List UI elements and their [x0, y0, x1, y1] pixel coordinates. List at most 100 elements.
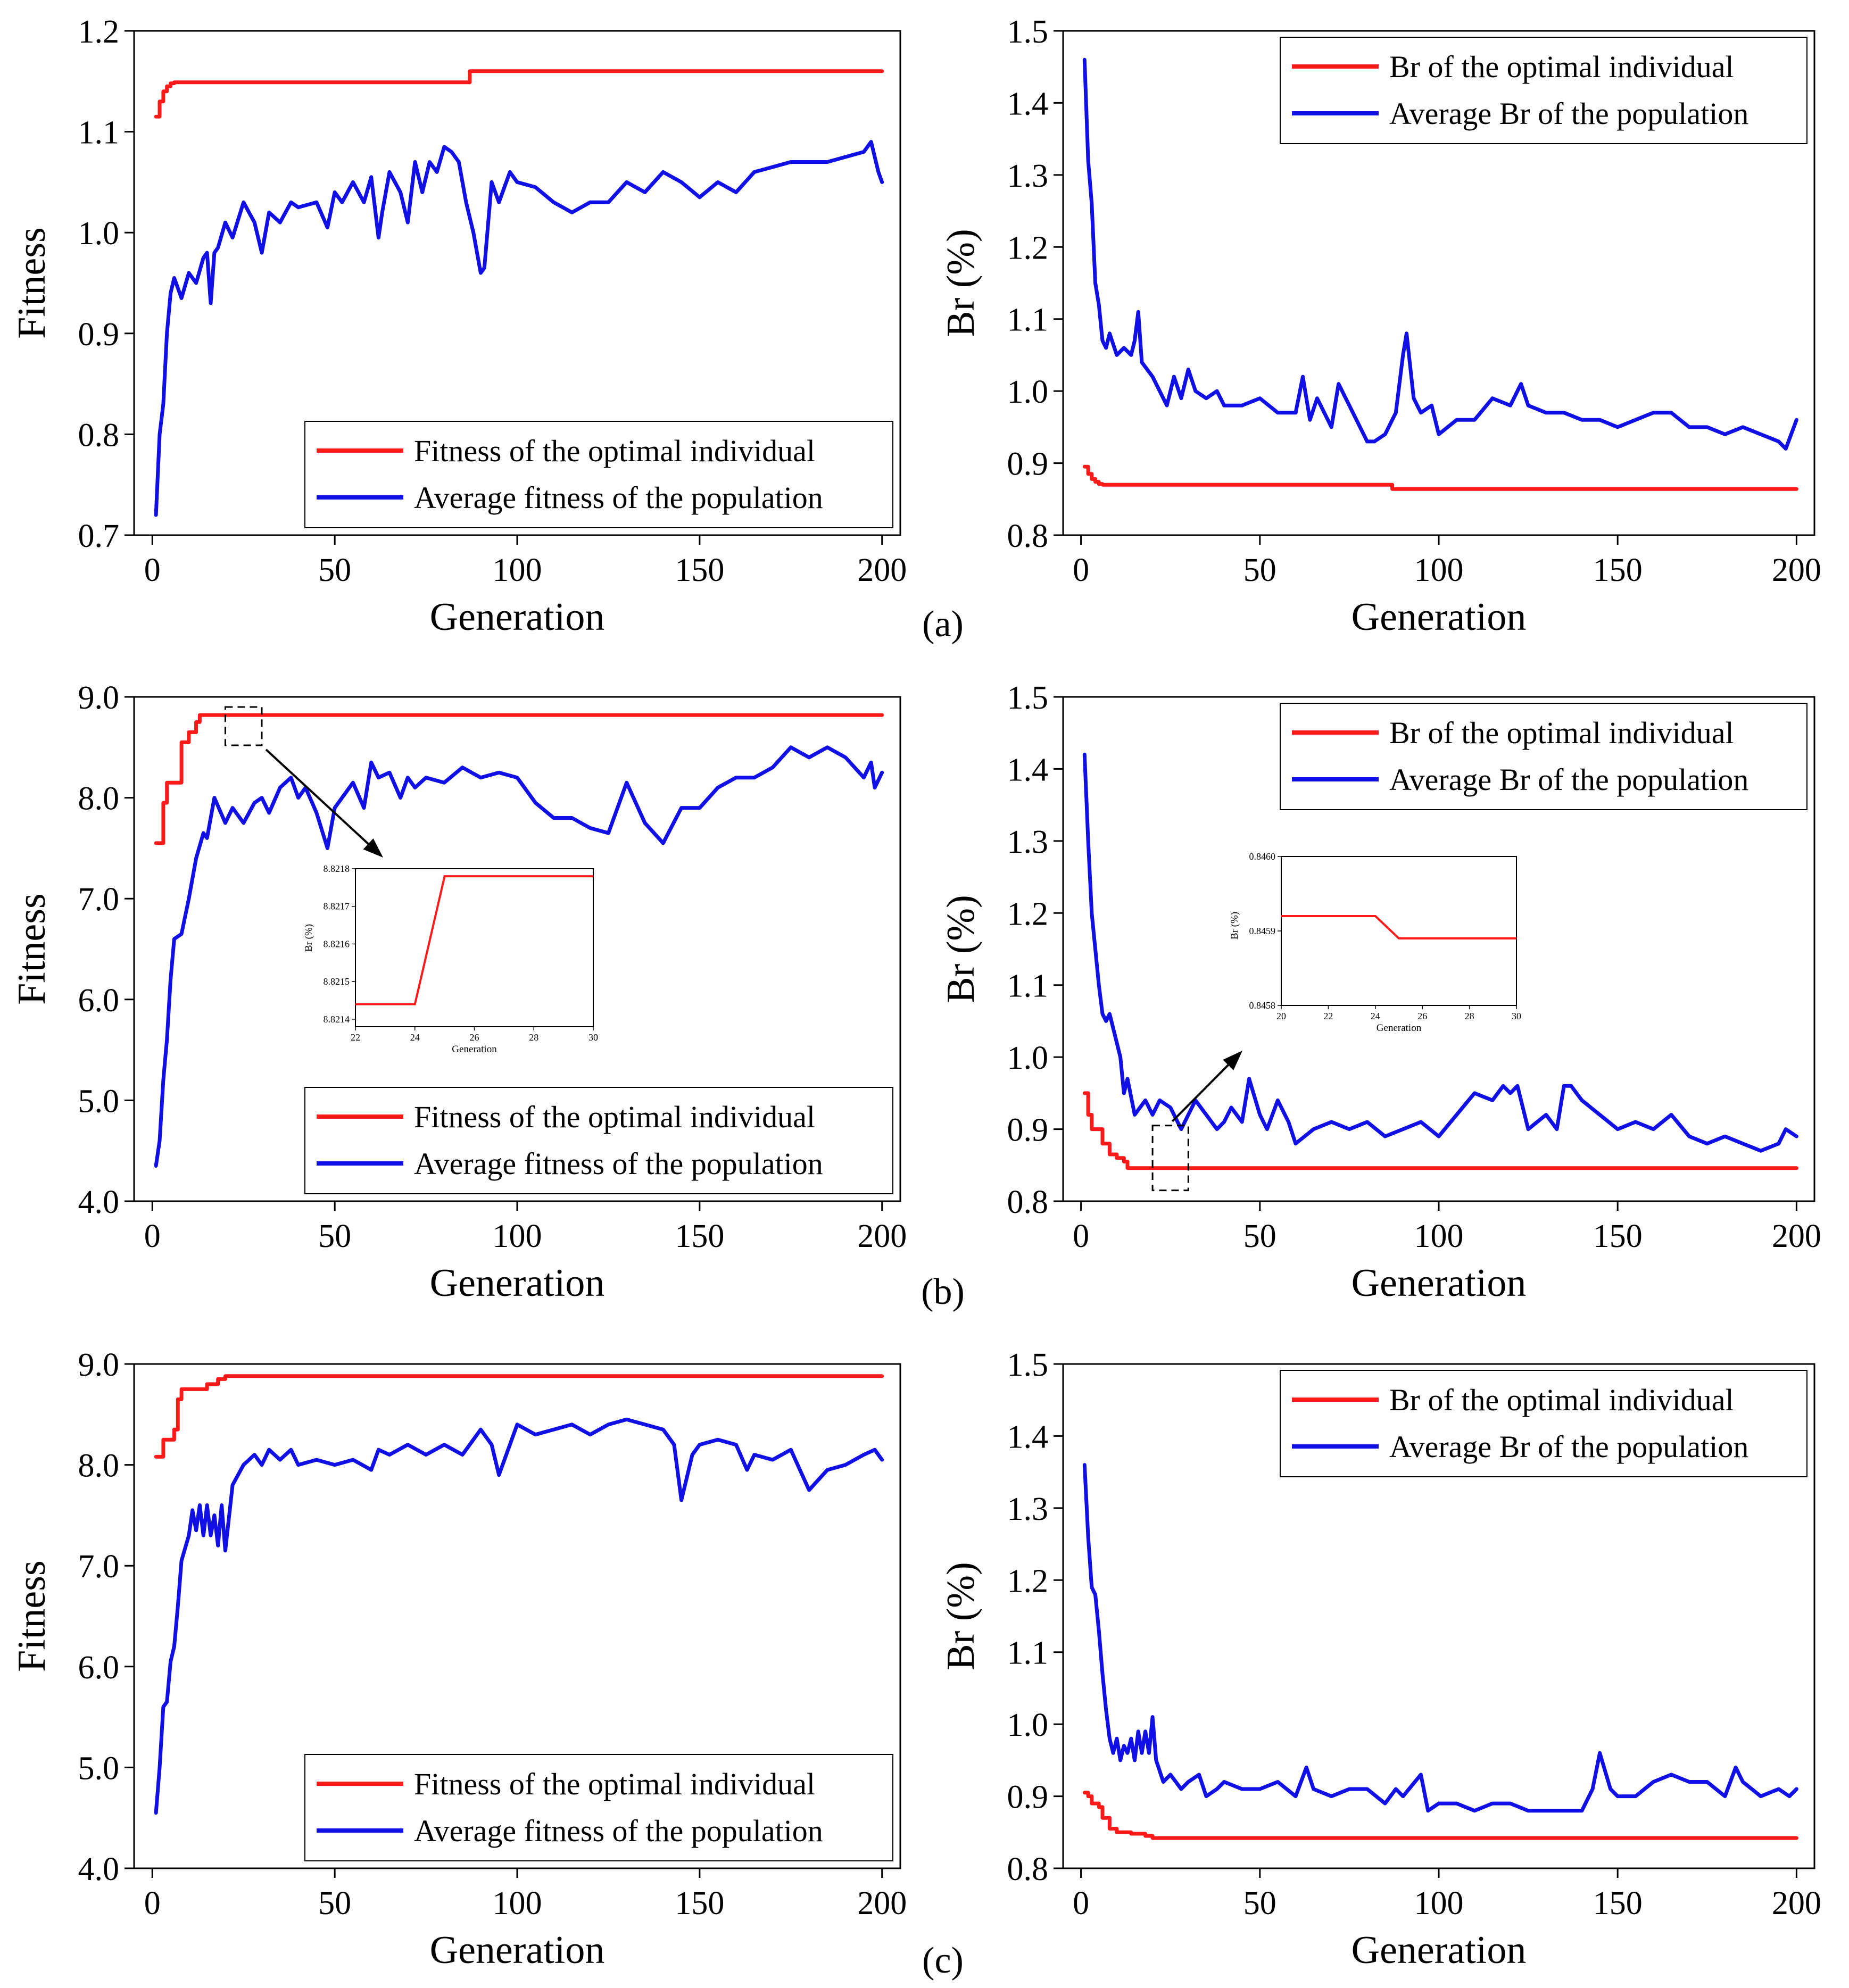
legend-entry-label: Average fitness of the population [414, 1146, 823, 1181]
series-line-average [154, 140, 884, 517]
legend-entry-label: Br of the optimal individual [1389, 1383, 1734, 1417]
y-tick-label: 0.9 [78, 317, 120, 353]
zoom-box [224, 706, 263, 746]
y-tick-label: 0.9 [1007, 1779, 1049, 1816]
inset-frame [1281, 856, 1517, 1006]
y-tick-label: 1.0 [1007, 1707, 1049, 1743]
inset-line [355, 875, 593, 1005]
inset-x-tick-label: 30 [1512, 1011, 1521, 1021]
figure-label-b: (b) [921, 1271, 965, 1312]
y-tick-label: 1.2 [78, 14, 120, 50]
zoom-arrow [1171, 1061, 1232, 1122]
inset-y-tick-label: 8.8214 [324, 1014, 350, 1025]
y-tick-label: 0.9 [1007, 446, 1049, 483]
x-tick-label: 0 [1073, 1885, 1089, 1922]
x-tick-label: 150 [675, 1218, 724, 1254]
x-axis-label: Generation [430, 595, 605, 639]
x-tick-label: 100 [1414, 1218, 1464, 1254]
inset-x-tick-label: 20 [1276, 1011, 1286, 1021]
y-tick-label: 6.0 [78, 1650, 120, 1686]
series-line-optimal [1082, 1791, 1798, 1840]
x-tick-label: 100 [1414, 1885, 1464, 1922]
legend-entry-label: Br of the optimal individual [1389, 716, 1734, 750]
y-tick-label: 1.5 [1007, 14, 1049, 50]
zoom-arrow-head [363, 838, 383, 858]
legend-entry-label: Fitness of the optimal individual [414, 434, 815, 468]
y-tick-label: 6.0 [78, 983, 120, 1019]
y-tick-label: 1.2 [1007, 896, 1049, 932]
x-tick-label: 200 [1772, 1218, 1821, 1254]
zoom-arrow-head [1223, 1051, 1242, 1070]
inset-chart: 20 22 24 26 28 30 0.8458 0.8459 0.8460 Generation… [1229, 851, 1521, 1034]
x-tick-label: 150 [1593, 1218, 1643, 1254]
y-tick-label: 7.0 [78, 881, 120, 918]
y-tick-label: 0.7 [78, 518, 120, 554]
inset-y-tick-label: 8.8218 [324, 863, 350, 874]
x-tick-label: 0 [144, 552, 161, 588]
legend: Fitness of the optimal individual Average… [304, 1087, 893, 1194]
y-tick-label: 8.0 [78, 1448, 120, 1484]
zoom-arrow [265, 748, 372, 847]
series-line-average [1082, 57, 1798, 451]
series-line-optimal [154, 1374, 884, 1459]
inset-y-axis-label: Br (%) [1229, 912, 1240, 939]
y-tick-label: 1.4 [1007, 86, 1049, 122]
legend-box [304, 1087, 893, 1194]
legend-box [1280, 1370, 1807, 1477]
inset-y-tick-label: 0.8460 [1249, 851, 1276, 862]
x-tick-label: 50 [1243, 552, 1276, 588]
legend-entry-label: Average fitness of the population [414, 480, 823, 515]
y-tick-label: 1.2 [1007, 1563, 1049, 1599]
inset-x-tick-label: 28 [1465, 1011, 1474, 1021]
series-line-average [1082, 1463, 1798, 1813]
legend-box [304, 1754, 893, 1861]
x-tick-label: 0 [144, 1218, 161, 1254]
series-line-optimal [1082, 1091, 1798, 1170]
y-tick-label: 4.0 [78, 1851, 120, 1887]
x-axis-label: Generation [430, 1928, 605, 1972]
legend-entry-label: Fitness of the optimal individual [414, 1767, 815, 1801]
y-tick-label: 1.5 [1007, 680, 1049, 716]
series-line-average [1082, 752, 1798, 1153]
legend-entry-label: Fitness of the optimal individual [414, 1100, 815, 1134]
inset-x-tick-label: 30 [588, 1032, 598, 1043]
x-axis-label: Generation [430, 1261, 605, 1305]
y-tick-label: 1.2 [1007, 230, 1049, 266]
zoom-box [1151, 1125, 1189, 1192]
y-tick-label: 8.0 [78, 781, 120, 817]
legend: Br of the optimal individual Average Br o… [1280, 37, 1807, 144]
y-tick-label: 1.3 [1007, 824, 1049, 860]
chart-a-right: 0 50 100 150 200 0.8 0.9 1.0 1.1 1.2 1.3 1.4 1.5 Gene… [939, 14, 1821, 639]
y-axis-label: Fitness [10, 1560, 54, 1672]
legend-entry-label: Average Br of the population [1389, 96, 1748, 131]
chart-b-right: 0 50 100 150 200 0.8 0.9 1.0 1.1 1.2 1.3 1.4 1.5 Gene… [939, 680, 1821, 1305]
x-axis-label: Generation [1351, 595, 1527, 639]
y-tick-label: 4.0 [78, 1184, 120, 1220]
x-axis-label: Generation [1351, 1928, 1527, 1972]
y-tick-label: 5.0 [78, 1083, 120, 1119]
y-axis-label: Fitness [10, 893, 54, 1005]
y-tick-label: 5.0 [78, 1750, 120, 1786]
y-axis-label: Fitness [10, 227, 54, 339]
x-tick-label: 200 [1772, 552, 1821, 588]
x-tick-label: 100 [493, 1218, 542, 1254]
x-tick-label: 0 [144, 1885, 161, 1922]
x-tick-label: 200 [857, 1885, 907, 1922]
y-axis-label: Br (%) [939, 1562, 983, 1670]
x-tick-label: 150 [1593, 1885, 1643, 1922]
inset-x-tick-label: 22 [351, 1032, 360, 1043]
y-tick-label: 1.3 [1007, 1491, 1049, 1527]
inset-x-tick-label: 24 [410, 1032, 420, 1043]
inset-x-axis-label: Generation [452, 1044, 497, 1055]
inset-line [1281, 915, 1516, 939]
inset-x-tick-label: 24 [1371, 1011, 1380, 1021]
x-tick-label: 200 [857, 1218, 907, 1254]
inset-y-tick-label: 8.8217 [324, 901, 350, 912]
y-tick-label: 0.8 [1007, 518, 1049, 554]
y-tick-label: 1.4 [1007, 752, 1049, 788]
legend-entry-label: Br of the optimal individual [1389, 49, 1734, 84]
x-tick-label: 200 [857, 552, 907, 588]
y-tick-label: 0.9 [1007, 1112, 1049, 1149]
y-tick-label: 0.8 [78, 417, 120, 453]
